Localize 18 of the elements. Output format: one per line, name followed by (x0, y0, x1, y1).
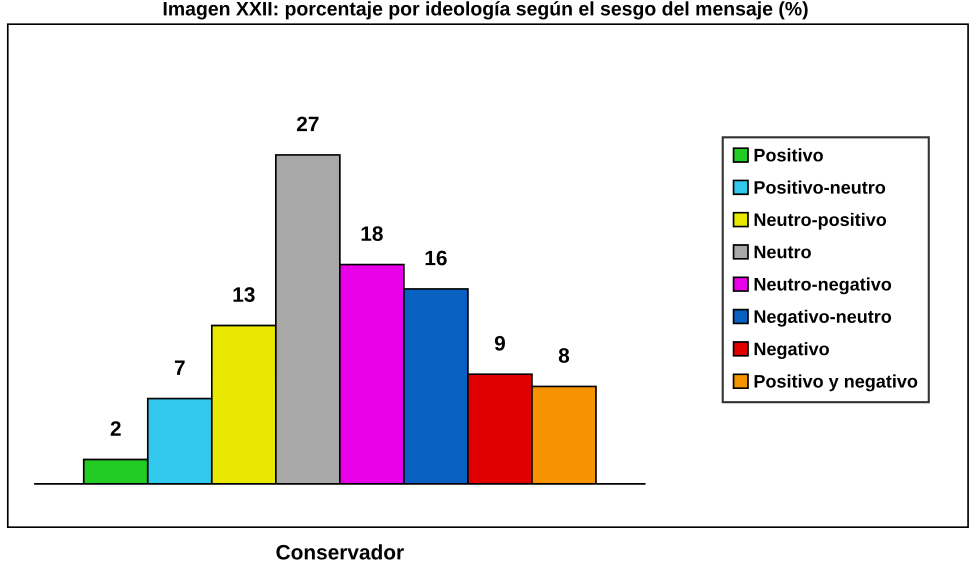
data-label: 7 (174, 360, 185, 375)
chart-title: Imagen XXII: porcentaje por ideología según el sesgo del mensaje (%) (164, 1, 808, 20)
data-label: 13 (234, 287, 255, 302)
x-axis-title: Conservador (276, 544, 404, 560)
data-label: 16 (426, 250, 447, 266)
legend-label: Positivo (754, 148, 823, 162)
legend-label: Neutro (754, 246, 811, 258)
data-label: 8 (558, 348, 570, 363)
legend-label: Positivo y negativo (754, 374, 918, 392)
legend-label: Negativo-neutro (754, 310, 892, 327)
legend-label: Neutro-negativo (754, 277, 892, 294)
data-label: 9 (494, 336, 505, 351)
data-label: 27 (296, 116, 319, 132)
data-label: 18 (362, 226, 383, 242)
data-label: 2 (110, 421, 121, 436)
legend-label: Negativo (754, 342, 829, 359)
legend-label: Neutro-positivo (754, 212, 886, 230)
legend-label: Positivo-neutro (754, 180, 886, 194)
